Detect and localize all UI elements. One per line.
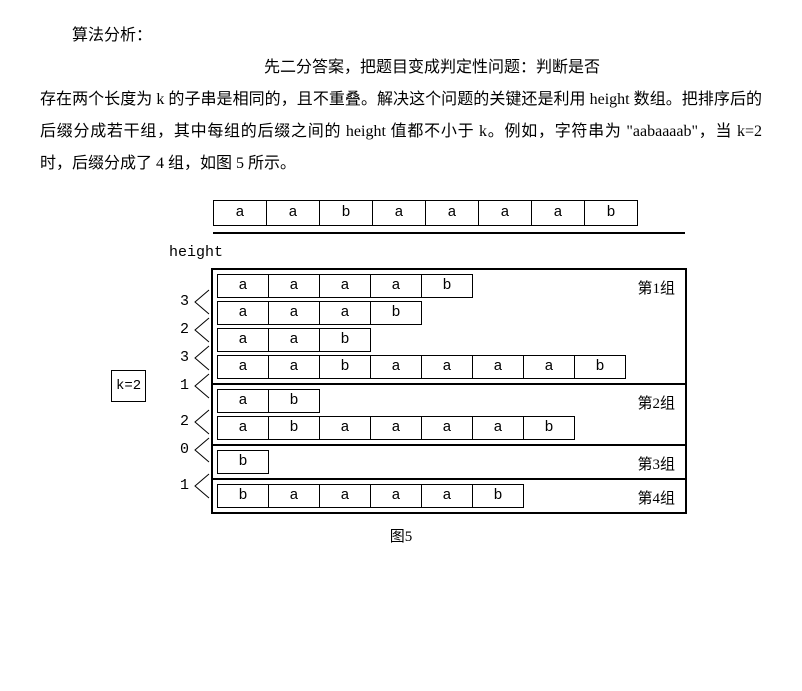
height-value: 3 — [180, 287, 189, 317]
suffix-row: b — [217, 449, 681, 475]
suffix-cell: a — [370, 484, 422, 508]
string-cell: a — [531, 200, 585, 226]
suffix-cell: b — [421, 274, 473, 298]
string-row: aabaaaab — [213, 200, 687, 226]
height-label: height — [169, 238, 687, 268]
suffix-cell: a — [217, 328, 269, 352]
height-value: 0 — [180, 435, 189, 465]
suffix-cell: a — [217, 355, 269, 379]
angle-bracket-icon — [193, 408, 211, 436]
heading: 算法分析： — [40, 20, 762, 52]
suffix-group: 第3组 b — [213, 444, 685, 478]
height-value-row: 3 — [115, 344, 211, 372]
groups-column: 第1组aaaabaaabaabaabaaaab第2组ababaaaab第3组b第… — [211, 268, 687, 514]
group-label: 第2组 — [637, 389, 675, 419]
suffix-cell: a — [472, 416, 524, 440]
suffix-cell: a — [268, 274, 320, 298]
height-value: 2 — [180, 315, 189, 345]
angle-bracket-icon — [193, 316, 211, 344]
angle-bracket-icon — [193, 436, 211, 464]
suffix-cell: a — [268, 484, 320, 508]
angle-bracket-icon — [193, 288, 211, 316]
height-value-row: 0 — [115, 436, 211, 464]
suffix-cell: a — [268, 301, 320, 325]
suffix-cell: a — [421, 355, 473, 379]
suffix-row: aaab — [217, 300, 681, 326]
suffix-cell: a — [268, 355, 320, 379]
suffix-cell: a — [217, 274, 269, 298]
suffix-cell: a — [523, 355, 575, 379]
group-label: 第3组 — [637, 450, 675, 480]
string-cell: b — [319, 200, 373, 226]
string-cell: a — [425, 200, 479, 226]
angle-bracket-icon — [193, 344, 211, 372]
figure-5: aabaaaab height 3231k=2201 第1组aaaabaaaba… — [40, 200, 762, 552]
angle-bracket-icon — [193, 472, 211, 500]
divider — [213, 232, 685, 234]
suffix-row: abaaaab — [217, 415, 681, 441]
suffix-cell: a — [268, 328, 320, 352]
height-value-row: 2 — [115, 316, 211, 344]
suffix-cell: b — [268, 389, 320, 413]
suffix-row: aab — [217, 327, 681, 353]
suffix-row: aabaaaab — [217, 354, 681, 380]
suffix-cell: b — [574, 355, 626, 379]
string-cell: a — [372, 200, 426, 226]
suffix-cell: a — [217, 416, 269, 440]
suffix-cell: a — [319, 301, 371, 325]
suffix-cell: a — [319, 484, 371, 508]
suffix-cell: a — [217, 301, 269, 325]
height-value: 3 — [180, 343, 189, 373]
suffix-cell: b — [268, 416, 320, 440]
suffix-cell: a — [217, 389, 269, 413]
suffix-cell: a — [319, 274, 371, 298]
group-label: 第1组 — [637, 274, 675, 304]
suffix-row: baaaab — [217, 483, 681, 509]
suffix-cell: a — [370, 274, 422, 298]
suffix-row: ab — [217, 388, 681, 414]
suffix-cell: b — [319, 355, 371, 379]
suffix-group: 第4组baaaab — [213, 478, 685, 512]
suffix-cell: b — [217, 450, 269, 474]
string-cell: b — [584, 200, 638, 226]
k-label-box: k=2 — [111, 370, 146, 402]
suffix-cell: b — [523, 416, 575, 440]
figure-caption: 图5 — [115, 522, 687, 552]
height-value: 1 — [180, 471, 189, 501]
height-value: 2 — [180, 407, 189, 437]
suffix-cell: b — [370, 301, 422, 325]
string-cell: a — [213, 200, 267, 226]
para-lead: 先二分答案，把题目变成判定性问题：判断是否 — [40, 52, 762, 84]
height-value-row: 1 — [115, 472, 211, 500]
suffix-cell: a — [370, 355, 422, 379]
suffix-cell: a — [421, 484, 473, 508]
string-cell: a — [266, 200, 320, 226]
suffix-group: 第1组aaaabaaabaabaabaaaab — [213, 268, 685, 383]
suffix-cell: a — [319, 416, 371, 440]
suffix-group: 第2组ababaaaab — [213, 383, 685, 444]
height-value-row: 1k=2 — [115, 372, 211, 400]
para-lead-text: 先二分答案，把题目变成判定性问题：判断是否 — [264, 59, 600, 76]
suffix-cell: a — [472, 355, 524, 379]
height-column: 3231k=2201 — [115, 268, 211, 514]
group-label: 第4组 — [637, 484, 675, 514]
suffix-cell: b — [319, 328, 371, 352]
suffix-cell: b — [217, 484, 269, 508]
height-value-row: 3 — [115, 288, 211, 316]
height-value-row: 2 — [115, 408, 211, 436]
suffix-row: aaaab — [217, 273, 681, 299]
para-body: 存在两个长度为 k 的子串是相同的，且不重叠。解决这个问题的关键还是利用 hei… — [40, 84, 762, 180]
string-cell: a — [478, 200, 532, 226]
suffix-cell: b — [472, 484, 524, 508]
angle-bracket-icon — [193, 372, 211, 400]
suffix-cell: a — [370, 416, 422, 440]
height-value: 1 — [180, 371, 189, 401]
suffix-cell: a — [421, 416, 473, 440]
